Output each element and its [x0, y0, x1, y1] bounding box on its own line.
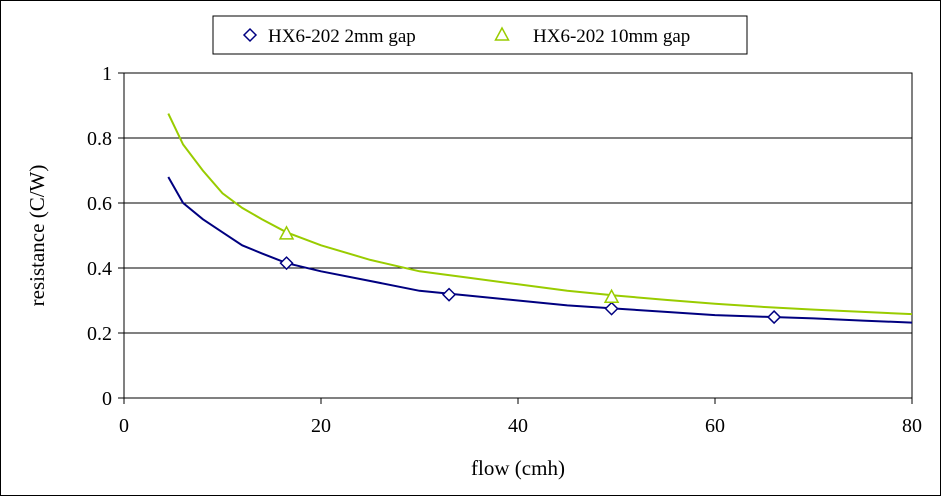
legend: HX6-202 2mm gap HX6-202 10mm gap: [212, 15, 748, 55]
data-point-diamond: [604, 301, 619, 316]
y-tick-label: 0.6: [87, 193, 112, 215]
series-0: [167, 176, 913, 325]
x-tick-label: 60: [705, 415, 725, 437]
axes: 0 0.2 0.4 0.6 0.8 1 0 20 40 60 80: [87, 63, 922, 437]
legend-marker-diamond: [242, 27, 258, 43]
legend-marker-triangle: [494, 26, 510, 41]
x-tick-label: 80: [902, 415, 922, 437]
legend-box: [212, 15, 748, 55]
x-tick-label: 40: [508, 415, 528, 437]
y-tick-label: 0.8: [87, 128, 112, 150]
series-1: [167, 113, 913, 316]
series-layer: [167, 113, 913, 325]
data-point-diamond: [279, 256, 294, 271]
data-point-triangle: [278, 225, 295, 240]
data-point-diamond: [767, 310, 782, 325]
y-tick-label: 0: [102, 388, 112, 410]
series-line: [167, 176, 913, 324]
y-tick-label: 0.4: [87, 258, 112, 280]
x-tick-label: 0: [119, 415, 129, 437]
y-tick-label: 1: [102, 63, 112, 85]
data-point-diamond: [441, 287, 457, 302]
legend-label: HX6-202 10mm gap: [533, 26, 690, 47]
plot-area: [123, 72, 913, 399]
legend-item: HX6-202 10mm gap: [494, 26, 690, 47]
y-tick-label: 0.2: [87, 323, 112, 345]
legend-item: HX6-202 2mm gap: [242, 26, 416, 47]
grid-lines: [124, 137, 912, 334]
y-axis-title: resistance (C/W): [25, 165, 49, 307]
x-axis-title: flow (cmh): [471, 456, 565, 480]
data-point-triangle: [603, 288, 620, 303]
series-line: [167, 113, 913, 316]
legend-label: HX6-202 2mm gap: [268, 26, 416, 47]
x-tick-label: 20: [311, 415, 331, 437]
